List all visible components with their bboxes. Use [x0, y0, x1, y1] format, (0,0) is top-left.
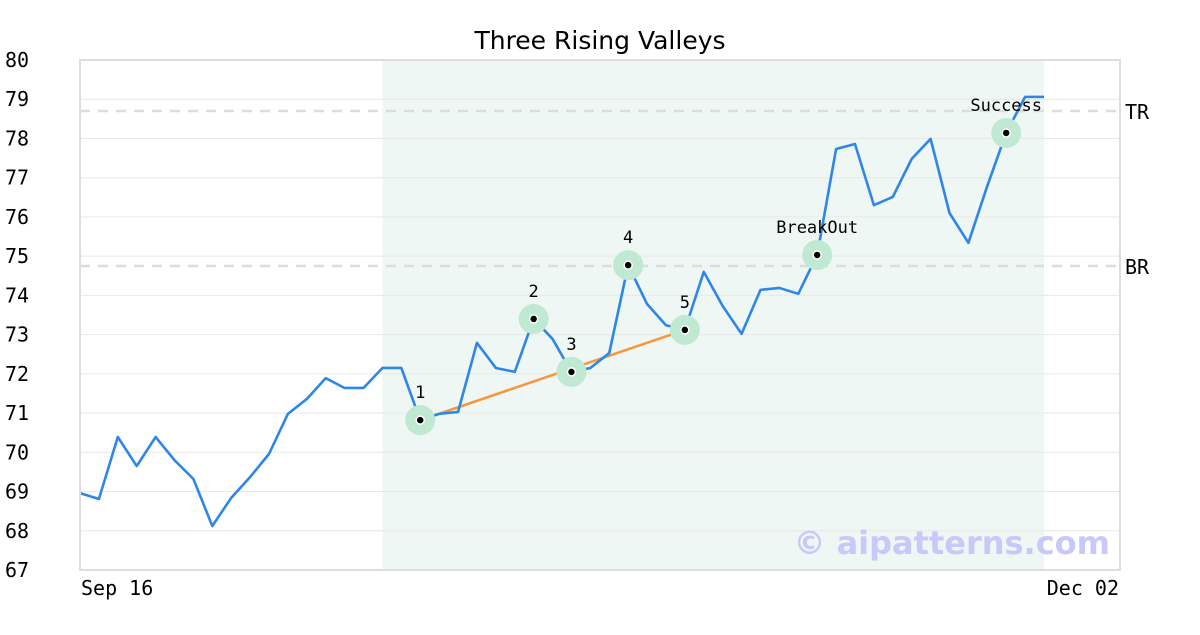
marker-point [623, 260, 633, 270]
marker-point [1001, 128, 1011, 138]
y-tick-label: 74 [5, 283, 29, 307]
plot-frame [79, 59, 1121, 571]
y-tick-label: 67 [5, 558, 29, 582]
x-tick-label: Sep 16 [81, 576, 153, 600]
price-line [79, 95, 1044, 528]
marker-label: 5 [680, 293, 690, 313]
y-tick-label: 75 [5, 244, 29, 268]
marker-label: BreakOut [776, 218, 858, 238]
level-label-br: BR [1125, 255, 1150, 279]
y-tick-label: 79 [5, 87, 29, 111]
y-tick-label: 70 [5, 440, 29, 464]
marker-point [528, 314, 539, 324]
marker-label: 1 [415, 383, 425, 403]
level-label-tr: TR [1125, 100, 1150, 124]
y-tick-label: 71 [5, 401, 29, 425]
x-tick-label: Dec 02 [1047, 576, 1119, 600]
marker-label: 2 [529, 282, 539, 302]
marker-label: 3 [566, 335, 576, 355]
y-tick-label: 73 [5, 323, 29, 347]
watermark: © aipatterns.com [793, 524, 1110, 562]
pattern-shaded-region [382, 60, 1044, 570]
y-tick-label: 77 [5, 166, 29, 190]
marker-label: 4 [623, 228, 633, 248]
marker-label: Success [970, 96, 1042, 116]
y-tick-label: 76 [5, 205, 29, 229]
marker-point [415, 415, 425, 425]
marker-point [566, 367, 577, 377]
y-tick-label: 80 [5, 48, 29, 72]
marker-point [680, 325, 690, 335]
y-tick-label: 68 [5, 519, 29, 543]
y-tick-label: 72 [5, 362, 29, 386]
marker-point [812, 250, 822, 260]
chart-title: Three Rising Valleys [473, 26, 725, 55]
y-tick-label: 69 [5, 480, 29, 504]
y-tick-label: 78 [5, 126, 29, 150]
valley-trendline [419, 328, 686, 422]
